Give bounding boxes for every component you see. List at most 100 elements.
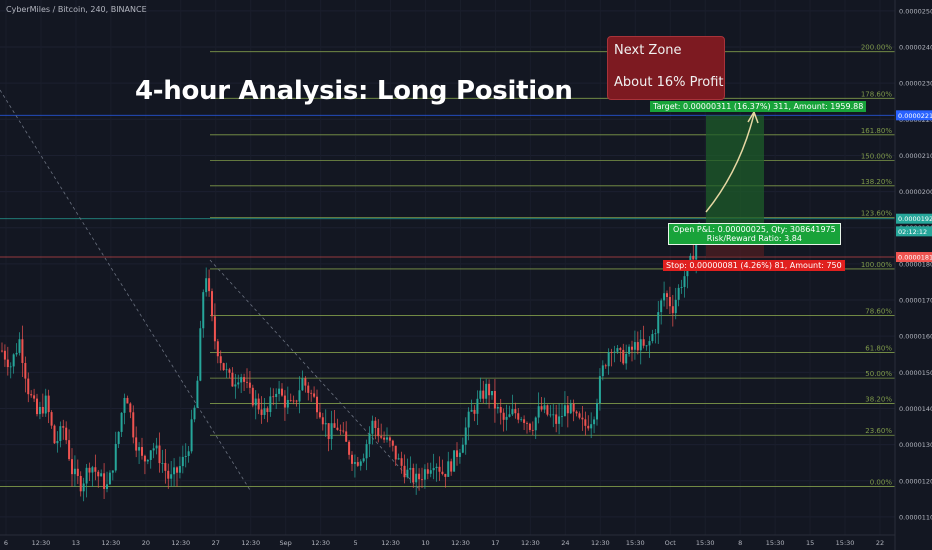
candle-body (403, 465, 406, 478)
candle-body (590, 424, 593, 429)
candle-body (552, 414, 555, 416)
candle-body (286, 399, 289, 408)
candle-body (447, 461, 450, 477)
candle-body (356, 462, 359, 466)
candle-body (508, 414, 511, 417)
candle-body (377, 427, 380, 437)
y-tick-label: 0.00001400 (899, 405, 932, 413)
candle-body (310, 392, 313, 394)
candle-body (336, 427, 339, 430)
fib-label: 138.20% (861, 178, 892, 186)
y-tick-label: 0.00002400 (899, 43, 932, 51)
x-tick-label: Sep (280, 539, 292, 547)
candle-body (633, 342, 636, 350)
fib-label: 61.80% (865, 344, 892, 352)
arrow-curve (705, 113, 755, 213)
candle-body (412, 467, 415, 483)
candle-body (619, 348, 622, 350)
x-tick-label: 15:30 (766, 539, 785, 547)
candle-body (598, 376, 601, 404)
candle-body (211, 291, 213, 317)
x-tick-label: 12:30 (102, 539, 121, 547)
candle-body (71, 459, 73, 475)
candle-body (383, 437, 386, 440)
candle-body (523, 419, 526, 423)
candle-body (394, 445, 397, 460)
candle-body (257, 398, 260, 410)
candle-body (301, 378, 304, 391)
candle-body (91, 467, 94, 473)
candle-body (578, 413, 581, 418)
candle-body (651, 334, 654, 342)
candle-body (53, 425, 56, 444)
candle-body (409, 467, 412, 470)
open-pnl-line: Open P&L: 0.00000025, Qty: 308641975 (673, 225, 836, 234)
price-label-bg (896, 213, 932, 224)
candle-body (117, 431, 120, 444)
candle-body (155, 445, 158, 449)
candle-body (205, 278, 208, 293)
candle-body (161, 463, 164, 464)
candle-body (435, 466, 438, 469)
candle-body (56, 440, 59, 444)
x-tick-label: 12:30 (311, 539, 330, 547)
candle-body (36, 398, 38, 415)
candle-body (143, 455, 146, 462)
candle-body (657, 312, 660, 334)
candle-body (33, 395, 36, 399)
candle-body (549, 414, 552, 416)
candle-body (108, 472, 111, 485)
candle-body (269, 396, 272, 413)
candle-body (517, 413, 520, 420)
candle-body (135, 437, 138, 451)
candle-body (520, 419, 523, 421)
candle-body (193, 407, 196, 420)
candle-body (318, 412, 321, 418)
candle-body (561, 416, 563, 418)
candle-body (100, 473, 103, 477)
y-tick-label: 0.00001300 (899, 441, 932, 449)
x-tick-label: 15:30 (836, 539, 855, 547)
candle-body (234, 384, 237, 387)
candle-body (283, 395, 286, 408)
candle-body (190, 419, 193, 452)
candle-body (555, 414, 558, 424)
candle-body (44, 395, 47, 414)
candle-body (616, 348, 619, 352)
candle-body (444, 473, 447, 477)
candle-body (295, 400, 298, 402)
arrow-head (747, 111, 759, 124)
grid-lines (0, 10, 895, 518)
candle-body (441, 471, 444, 474)
price-label: 02:12:12 (898, 228, 927, 236)
candle-body (362, 458, 365, 462)
candle-body (114, 443, 117, 471)
y-tick-label: 0.00001800 (899, 260, 932, 268)
candle-body (491, 390, 493, 396)
candle-body (237, 382, 240, 385)
fib-label: 178.60% (861, 90, 892, 98)
candle-body (327, 423, 330, 440)
candle-body (423, 469, 426, 480)
candle-body (359, 461, 362, 466)
projection-arrow (705, 111, 759, 213)
candle-body (689, 255, 692, 263)
candle-body (342, 430, 345, 432)
candle-body (671, 306, 674, 314)
candle-body (514, 409, 517, 414)
candle-body (289, 399, 292, 401)
candle-body (596, 403, 598, 420)
candle-body (184, 455, 187, 457)
candles (1, 222, 701, 502)
candle-body (313, 393, 316, 397)
candle-body (345, 431, 348, 442)
candle-body (429, 470, 432, 474)
candle-body (231, 372, 234, 387)
candle-body (15, 352, 18, 355)
trend-line (209, 259, 421, 491)
candle-body (219, 356, 222, 364)
candle-body (1, 350, 3, 352)
candle-body (82, 483, 85, 492)
candle-body (368, 433, 371, 445)
